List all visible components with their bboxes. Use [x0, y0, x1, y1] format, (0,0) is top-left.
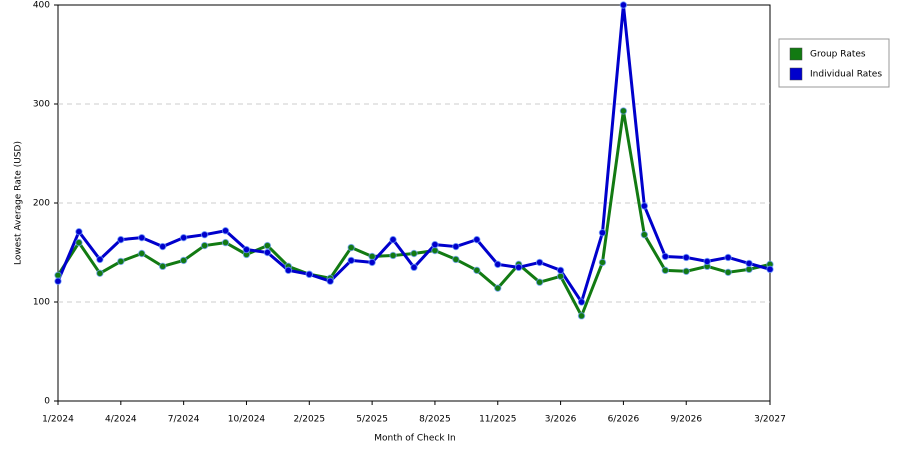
- data-point: [452, 242, 460, 251]
- data-point: [138, 249, 146, 258]
- data-point: [431, 240, 439, 249]
- data-point: [179, 233, 188, 242]
- x-tick-label: 9/2026: [670, 415, 702, 425]
- data-point: [703, 257, 711, 266]
- data-point: [326, 277, 334, 285]
- x-tick-label: 10/2024: [228, 415, 266, 425]
- x-tick-label: 5/2025: [356, 415, 388, 425]
- data-point: [410, 249, 418, 258]
- data-point: [410, 263, 418, 272]
- legend-label: Individual Rates: [810, 70, 882, 80]
- data-point: [473, 266, 481, 275]
- x-tick-label: 7/2024: [168, 415, 200, 425]
- data-point: [619, 1, 628, 9]
- data-point: [263, 241, 272, 250]
- data-point: [661, 252, 669, 261]
- data-point: [745, 259, 753, 268]
- data-point: [96, 269, 104, 277]
- data-point: [200, 230, 209, 239]
- x-tick-label: 2/2025: [293, 415, 325, 425]
- data-point: [724, 253, 732, 262]
- data-point: [389, 235, 397, 244]
- data-point: [494, 260, 502, 269]
- data-point: [117, 235, 125, 244]
- data-point: [577, 312, 586, 320]
- x-tick-label: 3/2026: [545, 415, 577, 425]
- x-tick-label: 11/2025: [479, 415, 516, 425]
- data-point: [200, 241, 209, 250]
- data-point: [661, 266, 669, 275]
- data-point: [598, 229, 607, 237]
- data-point: [159, 262, 167, 271]
- data-point: [221, 227, 230, 235]
- x-axis-label: Month of Check In: [374, 434, 456, 444]
- data-point: [96, 255, 104, 264]
- data-point: [179, 256, 188, 265]
- data-point: [117, 257, 125, 266]
- data-point: [389, 251, 397, 260]
- x-tick-label: 6/2026: [608, 415, 640, 425]
- data-point: [347, 256, 355, 265]
- data-point: [682, 253, 690, 262]
- data-point: [75, 228, 83, 236]
- x-tick-label: 1/2024: [42, 415, 74, 425]
- data-point: [242, 245, 251, 254]
- data-point: [640, 202, 649, 210]
- data-point: [640, 230, 649, 239]
- y-tick-label: 300: [33, 100, 50, 110]
- data-point: [515, 263, 523, 272]
- data-point: [724, 268, 732, 276]
- x-tick-label: 3/2027: [754, 415, 786, 425]
- data-point: [75, 238, 83, 247]
- data-point: [54, 277, 62, 285]
- y-tick-label: 100: [33, 298, 50, 308]
- data-point: [368, 258, 376, 267]
- data-point: [263, 248, 272, 257]
- data-point: [473, 235, 481, 244]
- data-point: [159, 242, 167, 251]
- data-point: [452, 255, 460, 264]
- data-point: [138, 233, 146, 242]
- x-tick-label: 4/2024: [105, 415, 137, 425]
- legend-label: Group Rates: [810, 50, 866, 60]
- legend-swatch: [789, 67, 803, 81]
- data-point: [347, 243, 355, 252]
- y-axis-label: Lowest Average Rate (USD): [14, 141, 24, 265]
- data-point: [535, 258, 544, 267]
- x-tick-label: 8/2025: [419, 415, 451, 425]
- data-point: [619, 107, 628, 115]
- y-tick-label: 0: [44, 397, 50, 407]
- data-point: [494, 284, 502, 292]
- data-point: [766, 265, 774, 274]
- data-point: [284, 266, 293, 275]
- y-tick-label: 400: [33, 1, 50, 11]
- y-tick-label: 200: [33, 199, 50, 209]
- legend-swatch: [789, 47, 803, 61]
- data-point: [598, 258, 607, 267]
- data-point: [577, 298, 586, 306]
- data-point: [682, 267, 690, 276]
- data-point: [535, 278, 544, 286]
- data-point: [556, 266, 565, 275]
- data-point: [54, 271, 62, 279]
- data-point: [221, 238, 230, 247]
- data-point: [305, 270, 313, 278]
